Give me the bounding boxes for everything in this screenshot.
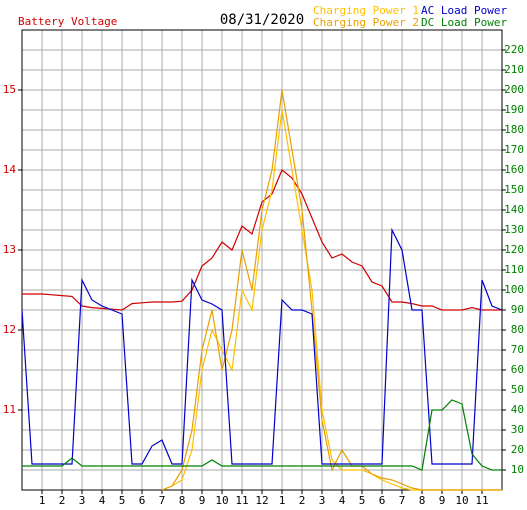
y2-tick-label: 30	[511, 423, 524, 436]
y2-tick-label: 190	[504, 103, 524, 116]
x-tick-label: 1	[39, 494, 46, 507]
legend-entry: DC Load Power	[421, 16, 507, 29]
plot-frame	[21, 29, 503, 491]
y2-tick-label: 210	[504, 63, 524, 76]
x-tick-label: 6	[379, 494, 386, 507]
series-line	[161, 89, 502, 491]
legend-entry: AC Load Power	[421, 4, 507, 17]
y2-tick-label: 130	[504, 223, 524, 236]
y2-tick-label: 90	[511, 303, 524, 316]
x-tick-label: 2	[299, 494, 306, 507]
y-tick-label: 13	[3, 243, 16, 256]
y2-tick-label: 220	[504, 43, 524, 56]
x-tick-label: 11	[235, 494, 248, 507]
x-tick-label: 7	[399, 494, 406, 507]
y2-tick-label: 200	[504, 83, 524, 96]
y2-tick-label: 60	[511, 363, 524, 376]
y-tick-label: 11	[3, 403, 16, 416]
x-tick-label: 3	[79, 494, 86, 507]
y2-tick-label: 180	[504, 123, 524, 136]
series-line	[21, 227, 503, 465]
y2-tick-label: 120	[504, 243, 524, 256]
x-tick-label: 8	[419, 494, 426, 507]
y2-tick-label: 20	[511, 443, 524, 456]
y-axis-label: Battery Voltage	[18, 15, 117, 28]
y2-tick-label: 50	[511, 383, 524, 396]
series-line	[22, 169, 502, 311]
x-tick-label: 2	[59, 494, 66, 507]
x-tick-label: 4	[339, 494, 346, 507]
y-tick-label: 12	[3, 323, 16, 336]
x-tick-label: 5	[359, 494, 366, 507]
x-tick-label: 1	[279, 494, 286, 507]
y2-tick-label: 70	[511, 343, 524, 356]
x-tick-label: 7	[159, 494, 166, 507]
y2-tick-label: 110	[504, 263, 524, 276]
x-tick-label: 6	[139, 494, 146, 507]
x-tick-label: 10	[215, 494, 228, 507]
y2-tick-label: 40	[511, 403, 524, 416]
y2-tick-label: 160	[504, 163, 524, 176]
x-tick-label: 3	[319, 494, 326, 507]
x-tick-label: 11	[475, 494, 488, 507]
y2-tick-label: 150	[504, 183, 524, 196]
x-tick-label: 4	[99, 494, 106, 507]
y2-tick-label: 140	[504, 203, 524, 216]
y2-tick-label: 100	[504, 283, 524, 296]
x-tick-label: 8	[179, 494, 186, 507]
chart-title: 08/31/2020	[220, 12, 304, 28]
x-tick-label: 10	[455, 494, 468, 507]
series-line	[22, 399, 502, 471]
y-tick-label: 15	[3, 83, 16, 96]
legend-entry: Charging Power 1	[313, 4, 419, 17]
y-tick-label: 14	[3, 163, 17, 176]
y2-tick-label: 170	[504, 143, 524, 156]
x-tick-label: 12	[255, 494, 268, 507]
y2-tick-label: 80	[511, 323, 524, 336]
y2-tick-label: 10	[511, 463, 524, 476]
x-tick-label: 5	[119, 494, 126, 507]
x-tick-label: 9	[439, 494, 446, 507]
x-tick-label: 9	[199, 494, 206, 507]
legend-entry: Charging Power 2	[313, 16, 419, 29]
